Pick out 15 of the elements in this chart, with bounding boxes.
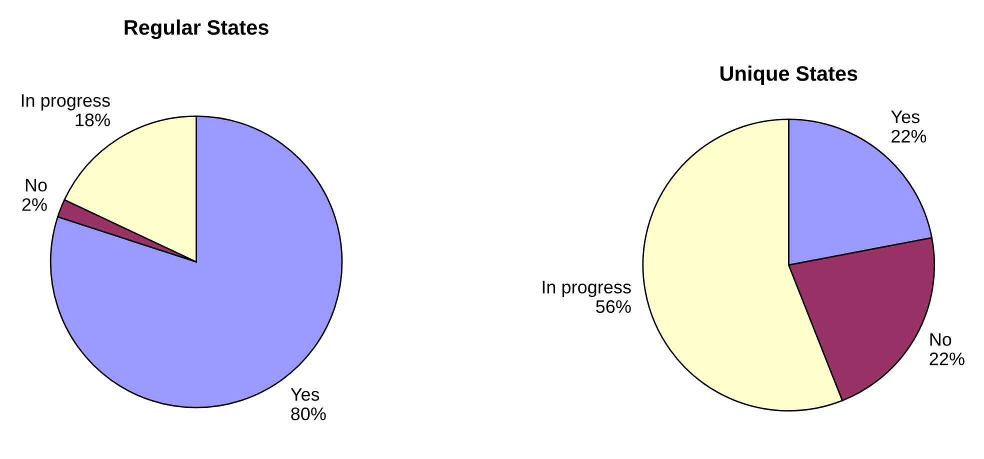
data-label: 18%	[76, 114, 110, 126]
chart-title: Unique States	[720, 66, 858, 86]
data-label: 22%	[892, 130, 926, 143]
slice-label: In progress	[22, 94, 110, 110]
slice-label: In progress	[542, 280, 631, 298]
slice-label: No	[930, 333, 952, 346]
data-label: 56%	[596, 300, 631, 313]
chart-title: Regular States	[124, 20, 268, 40]
slice-label: Yes	[891, 110, 920, 124]
pie-slice	[50, 115, 343, 408]
data-label: 2%	[22, 198, 47, 211]
slice-label: No	[26, 178, 47, 192]
data-label: 22%	[930, 352, 964, 366]
data-label: 80%	[291, 407, 326, 420]
slice-label: Yes	[290, 388, 320, 401]
